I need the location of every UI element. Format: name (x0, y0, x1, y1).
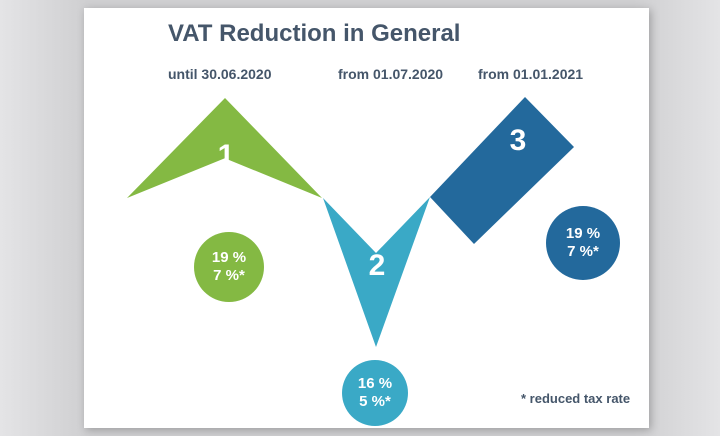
svg-text:19 %: 19 % (212, 249, 246, 266)
svg-text:2: 2 (369, 249, 386, 282)
svg-text:1: 1 (218, 139, 235, 172)
svg-text:7 %*: 7 %* (567, 243, 599, 260)
svg-text:5 %*: 5 %* (359, 393, 391, 410)
svg-text:16 %: 16 % (358, 375, 392, 392)
svg-text:19 %: 19 % (566, 225, 600, 242)
svg-text:3: 3 (510, 124, 527, 157)
svg-text:7 %*: 7 %* (213, 267, 245, 284)
